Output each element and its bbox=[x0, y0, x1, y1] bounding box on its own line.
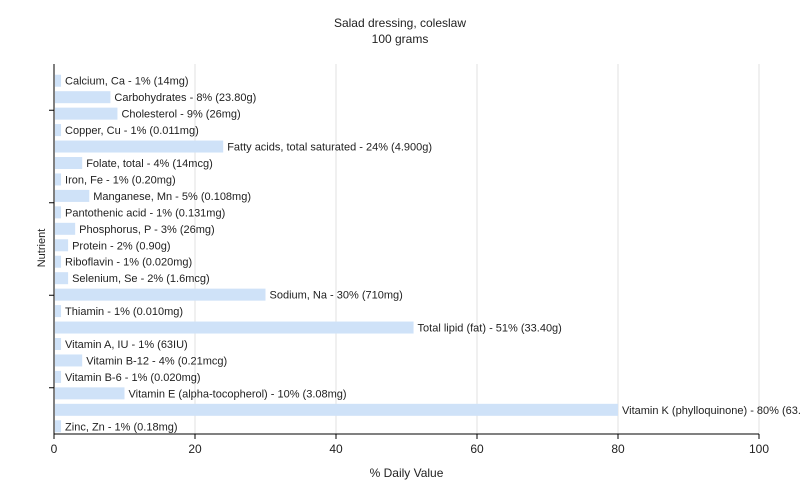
bar-label: Fatty acids, total saturated - 24% (4.90… bbox=[227, 142, 432, 154]
bar bbox=[55, 420, 62, 433]
bar-label: Vitamin E (alpha-tocopherol) - 10% (3.08… bbox=[129, 388, 347, 400]
bar bbox=[55, 91, 111, 104]
bar-label: Sodium, Na - 30% (710mg) bbox=[270, 290, 403, 302]
x-tick-label: 60 bbox=[470, 442, 484, 456]
bar bbox=[55, 387, 125, 400]
bar-label: Vitamin K (phylloquinone) - 80% (63.7mcg… bbox=[622, 405, 800, 417]
bar bbox=[55, 288, 266, 301]
bar bbox=[55, 354, 83, 367]
bar bbox=[55, 157, 83, 169]
bar bbox=[55, 124, 62, 137]
x-tick-label: 80 bbox=[611, 442, 625, 456]
bar bbox=[55, 140, 224, 153]
bar bbox=[55, 305, 62, 318]
bar-label: Vitamin A, IU - 1% (63IU) bbox=[65, 339, 188, 351]
bar bbox=[55, 255, 62, 268]
bar-label: Vitamin B-6 - 1% (0.020mg) bbox=[65, 372, 201, 384]
y-axis-label: Nutrient bbox=[36, 228, 48, 268]
bar-label: Carbohydrates - 8% (23.80g) bbox=[114, 92, 256, 104]
bar-label: Thiamin - 1% (0.010mg) bbox=[65, 306, 183, 318]
bar-label: Folate, total - 4% (14mcg) bbox=[86, 158, 213, 170]
bar bbox=[55, 370, 62, 383]
bar-label: Iron, Fe - 1% (0.20mg) bbox=[65, 174, 176, 186]
bar bbox=[55, 189, 90, 202]
bar bbox=[55, 272, 69, 285]
bar-label: Protein - 2% (0.90g) bbox=[72, 240, 170, 252]
bar bbox=[55, 206, 62, 219]
bar-label: Riboflavin - 1% (0.020mg) bbox=[65, 257, 192, 269]
x-tick-label: 20 bbox=[188, 442, 202, 456]
bar-label: Selenium, Se - 2% (1.6mcg) bbox=[72, 273, 210, 285]
chart-subtitle: 100 grams bbox=[371, 32, 429, 46]
bar-label: Calcium, Ca - 1% (14mg) bbox=[65, 76, 188, 88]
bar bbox=[55, 74, 62, 87]
bar bbox=[55, 107, 118, 120]
bar-label: Total lipid (fat) - 51% (33.40g) bbox=[418, 323, 562, 335]
bar bbox=[55, 239, 69, 252]
chart-title: Salad dressing, coleslaw bbox=[333, 16, 467, 30]
bar bbox=[55, 173, 62, 186]
bar-label: Copper, Cu - 1% (0.011mg) bbox=[65, 125, 199, 137]
x-tick-label: 0 bbox=[51, 442, 58, 456]
bar-label: Manganese, Mn - 5% (0.108mg) bbox=[93, 191, 251, 203]
bar-label: Phosphorus, P - 3% (26mg) bbox=[79, 224, 215, 236]
bar bbox=[55, 403, 618, 416]
bar bbox=[55, 338, 62, 350]
bar bbox=[55, 321, 414, 334]
x-axis-label: % Daily Value bbox=[369, 466, 444, 480]
bar bbox=[55, 222, 76, 235]
x-tick-label: 40 bbox=[329, 442, 343, 456]
bar-label: Pantothenic acid - 1% (0.131mg) bbox=[65, 207, 225, 219]
bar-label: Cholesterol - 9% (26mg) bbox=[121, 109, 240, 121]
bar-label: Vitamin B-12 - 4% (0.21mcg) bbox=[86, 355, 227, 367]
bar-label: Zinc, Zn - 1% (0.18mg) bbox=[65, 421, 177, 433]
x-tick-label: 100 bbox=[749, 442, 769, 456]
